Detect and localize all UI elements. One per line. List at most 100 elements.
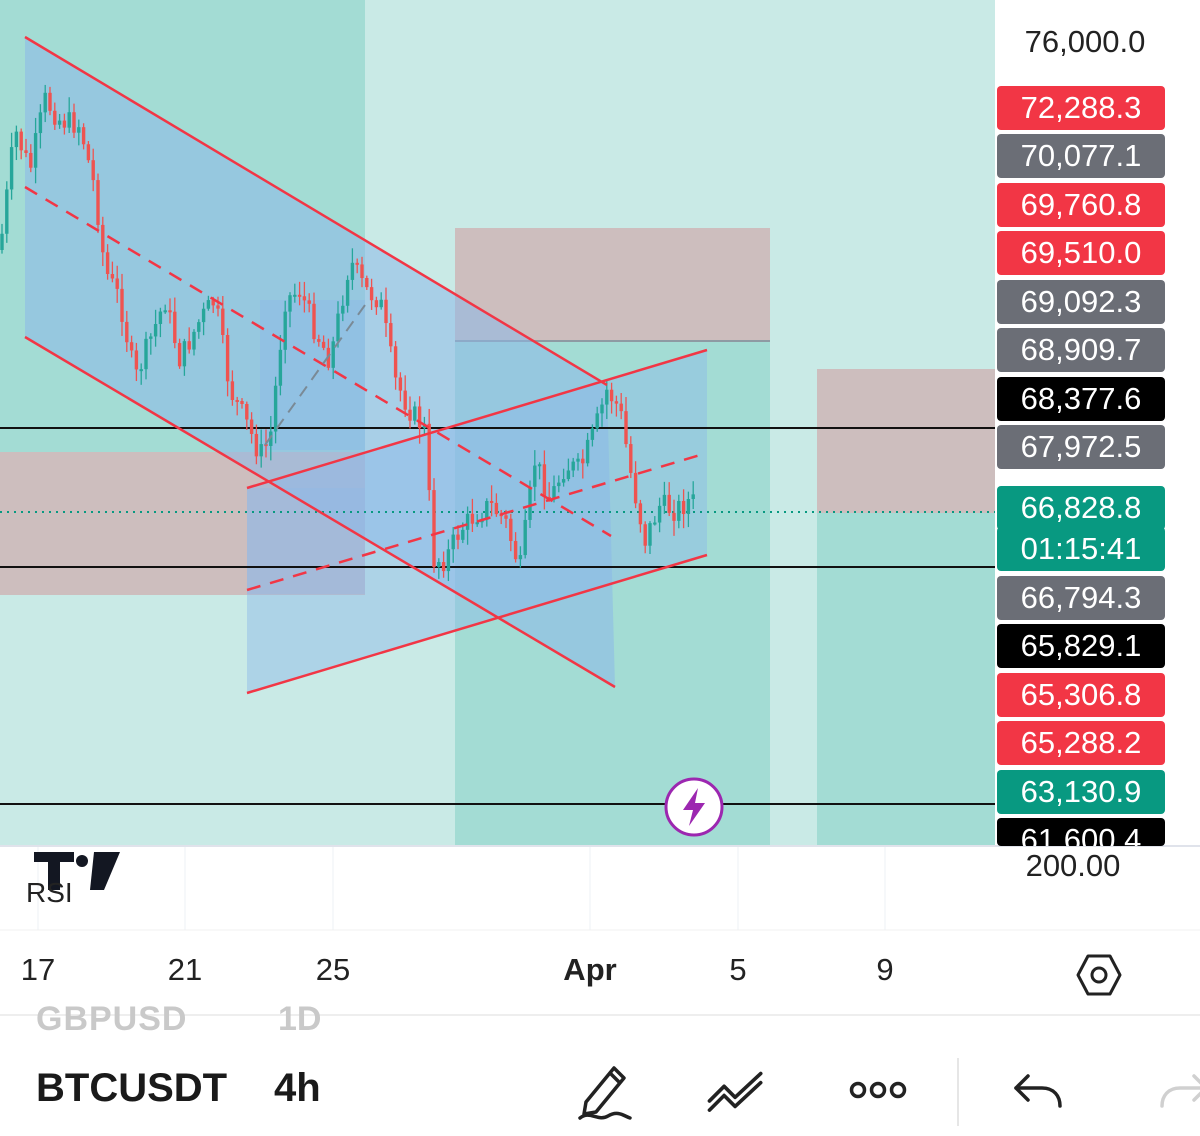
candle-body xyxy=(336,313,340,342)
candle-body xyxy=(173,311,177,344)
candle-body xyxy=(317,339,321,342)
candle-body xyxy=(585,439,590,464)
candle-body xyxy=(216,305,220,309)
candle-body xyxy=(14,131,19,148)
price-chart[interactable] xyxy=(0,0,1200,1010)
candle-body xyxy=(105,252,110,275)
candle-body xyxy=(67,112,71,128)
candle-body xyxy=(571,461,575,471)
selection-diagonal xyxy=(264,304,366,446)
candle-body xyxy=(201,308,206,323)
interval-button[interactable]: 4h xyxy=(274,1066,321,1110)
candle-body xyxy=(537,464,542,467)
candle-body xyxy=(225,335,230,382)
candle-body xyxy=(518,555,523,560)
position-loss-zone-2[interactable] xyxy=(817,369,995,513)
price-label: 66,794.3 xyxy=(997,576,1165,620)
candle-body xyxy=(667,494,671,513)
candle-body xyxy=(504,515,508,519)
price-label: 69,092.3 xyxy=(997,280,1165,324)
candle-body xyxy=(307,300,311,304)
candle-body xyxy=(686,499,691,515)
candle-body xyxy=(96,180,100,225)
undo-arrow-icon[interactable] xyxy=(1006,1058,1070,1122)
candle-body xyxy=(629,444,633,473)
price-label: 61,600.4 xyxy=(997,818,1165,846)
candle-body xyxy=(648,523,652,546)
candle-body xyxy=(235,400,239,403)
chart-area[interactable]: 76,000.0 72,288.3 70,077.1 69,760.8 69,510.… xyxy=(0,0,1200,1010)
indicator-label[interactable]: RSI xyxy=(26,877,73,908)
candle-body xyxy=(153,324,158,337)
position-loss-zone-1[interactable] xyxy=(455,228,770,341)
candle-body xyxy=(360,264,364,279)
candle-body xyxy=(163,310,167,313)
candle-body xyxy=(101,224,105,253)
candle-body xyxy=(86,144,91,161)
candle-body xyxy=(528,486,532,520)
tradingview-logo xyxy=(34,852,120,890)
candle-body xyxy=(576,458,580,462)
candle-body xyxy=(465,513,470,530)
time-label: 9 xyxy=(876,952,894,987)
candle-body xyxy=(475,522,479,525)
price-label: 01:15:41 xyxy=(997,527,1165,571)
candle-body xyxy=(197,322,201,332)
candle-body xyxy=(38,112,43,134)
candle-body xyxy=(278,349,283,386)
candle-body xyxy=(403,390,407,410)
candle-body xyxy=(120,288,124,322)
candle-body xyxy=(653,522,657,525)
candle-body xyxy=(657,505,662,523)
candle-body xyxy=(293,294,297,297)
time-label: 5 xyxy=(729,952,747,987)
candle-body xyxy=(259,444,263,457)
symbol-button[interactable]: BTCUSDT xyxy=(36,1066,228,1110)
candle-body xyxy=(110,274,115,279)
candle-body xyxy=(206,300,211,309)
redo-arrow-icon[interactable] xyxy=(1152,1058,1200,1122)
price-label: 65,288.2 xyxy=(997,721,1165,765)
candle-body xyxy=(485,500,489,520)
candle-body xyxy=(393,346,398,378)
time-label: 21 xyxy=(167,952,203,987)
candle-body xyxy=(345,279,350,306)
candle-body xyxy=(245,403,249,420)
candle-body xyxy=(43,92,47,113)
more-dots-icon[interactable] xyxy=(846,1058,910,1122)
hexagon-settings-icon[interactable] xyxy=(1076,952,1122,998)
price-label: 65,306.8 xyxy=(997,673,1165,717)
candle-body xyxy=(57,120,62,125)
candle-body xyxy=(561,479,566,483)
descending-channel[interactable] xyxy=(24,35,616,689)
price-label: 67,972.5 xyxy=(997,425,1165,469)
ascending-channel[interactable] xyxy=(246,348,708,695)
candle-body xyxy=(624,411,628,445)
candle-body xyxy=(633,472,638,504)
candle-body xyxy=(600,404,604,414)
position-profit-zone-2[interactable] xyxy=(817,513,995,845)
candle-body xyxy=(134,350,139,370)
candle-body xyxy=(302,296,307,301)
candle-body xyxy=(513,540,518,560)
candle-body xyxy=(5,189,9,234)
pencil-draw-icon[interactable] xyxy=(572,1058,636,1122)
lightning-bolt-icon[interactable] xyxy=(663,776,725,838)
candle-body xyxy=(437,562,441,567)
price-label: 66,828.8 xyxy=(997,486,1165,530)
price-label: 68,377.6 xyxy=(997,377,1165,421)
candle-body xyxy=(254,433,259,457)
price-label: 69,760.8 xyxy=(997,183,1165,227)
candle-body xyxy=(341,305,345,314)
candle-body xyxy=(297,294,302,297)
candle-body xyxy=(125,321,129,343)
candle-body xyxy=(489,500,494,503)
candle-body xyxy=(115,278,119,289)
candle-body xyxy=(48,92,52,111)
candle-body xyxy=(384,299,388,324)
candle-body xyxy=(672,512,676,521)
candle-body xyxy=(77,127,81,133)
trend-lines-icon[interactable] xyxy=(704,1058,768,1122)
time-label: 17 xyxy=(20,952,56,987)
candle-body xyxy=(509,518,513,541)
